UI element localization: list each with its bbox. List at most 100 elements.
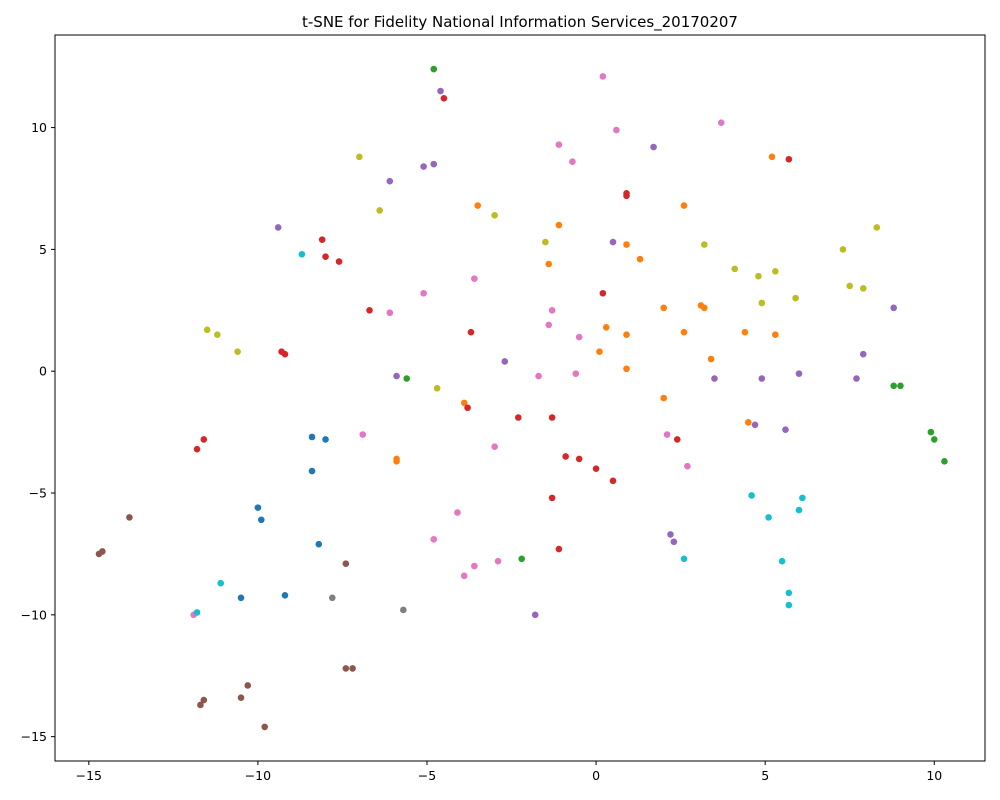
scatter-point xyxy=(772,331,779,338)
plot-area xyxy=(54,34,986,762)
scatter-point xyxy=(545,260,553,268)
scatter-point xyxy=(673,436,681,443)
scatter-point xyxy=(592,465,600,472)
scatter-point xyxy=(609,238,617,246)
scatter-point xyxy=(853,375,860,382)
scatter-point xyxy=(200,436,208,443)
scatter-point xyxy=(772,268,779,275)
scatter-point xyxy=(237,594,245,602)
scatter-point xyxy=(897,382,904,390)
x-tick-label: −10 xyxy=(245,768,271,783)
scatter-point xyxy=(318,236,326,243)
y-tick-label: 10 xyxy=(31,120,47,135)
scatter-point xyxy=(839,246,847,253)
scatter-point xyxy=(680,555,688,563)
scatter-point xyxy=(366,306,373,314)
scatter-point xyxy=(234,348,241,356)
scatter-point xyxy=(650,143,657,151)
scatter-point xyxy=(322,436,329,443)
scatter-point xyxy=(701,304,708,312)
scatter-point xyxy=(555,141,563,148)
scatter-point xyxy=(274,224,282,231)
scatter-point xyxy=(596,348,603,356)
scatter-point xyxy=(941,458,948,465)
scatter-point xyxy=(193,445,201,453)
scatter-point xyxy=(308,467,316,475)
scatter-point xyxy=(359,431,367,438)
y-tick-label: −5 xyxy=(29,486,47,501)
scatter-point xyxy=(667,531,674,538)
scatter-point xyxy=(464,404,471,412)
plot-frame xyxy=(54,34,986,762)
scatter-point xyxy=(474,202,482,209)
scatter-point xyxy=(785,589,793,597)
scatter-point xyxy=(890,304,897,312)
scatter-point xyxy=(501,358,509,365)
scatter-point xyxy=(467,328,475,336)
scatter-point xyxy=(535,372,542,380)
points-layer xyxy=(95,65,948,731)
scatter-point xyxy=(623,365,630,373)
scatter-point xyxy=(602,324,610,331)
scatter-point xyxy=(329,594,336,602)
scatter-point xyxy=(623,331,630,338)
scatter-point xyxy=(599,73,607,80)
scatter-point xyxy=(575,455,583,463)
scatter-point xyxy=(758,299,766,307)
scatter-point xyxy=(494,557,502,565)
scatter-point xyxy=(440,95,448,102)
scatter-point xyxy=(670,538,678,546)
scatter-point xyxy=(454,509,461,516)
scatter-point xyxy=(237,694,245,701)
scatter-point xyxy=(636,255,644,263)
scatter-point xyxy=(460,572,468,580)
scatter-point xyxy=(322,253,329,260)
scatter-point xyxy=(244,682,252,689)
scatter-point xyxy=(890,382,897,390)
scatter-point xyxy=(545,321,553,329)
scatter-point xyxy=(548,306,556,314)
scatter-point xyxy=(281,350,289,358)
scatter-point xyxy=(342,560,350,567)
scatter-point xyxy=(562,453,569,460)
scatter-point xyxy=(261,723,268,731)
scatter-point xyxy=(758,375,766,382)
y-tick-label: 5 xyxy=(39,242,47,257)
scatter-point xyxy=(846,282,854,290)
scatter-point xyxy=(393,458,400,465)
scatter-point xyxy=(386,177,394,185)
scatter-point xyxy=(356,153,363,161)
scatter-point xyxy=(765,514,772,521)
scatter-point xyxy=(518,555,525,563)
scatter-point xyxy=(254,504,262,511)
scatter-point xyxy=(927,428,935,436)
scatter-point xyxy=(257,516,265,524)
x-tick-label: 10 xyxy=(926,768,942,783)
scatter-point xyxy=(859,285,867,292)
scatter-point xyxy=(203,326,211,334)
x-tick-label: 0 xyxy=(592,768,600,783)
scatter-point xyxy=(548,414,556,421)
scatter-point xyxy=(515,414,522,421)
scatter-point xyxy=(599,289,607,297)
scatter-point xyxy=(660,304,668,312)
scatter-point xyxy=(403,375,411,382)
scatter-point xyxy=(281,592,289,599)
scatter-point xyxy=(663,431,671,438)
scatter-point xyxy=(744,419,752,426)
scatter-point xyxy=(792,294,799,302)
scatter-point xyxy=(873,224,881,231)
x-tick-label: −15 xyxy=(76,768,102,783)
scatter-point xyxy=(95,550,103,558)
x-tick-label: 5 xyxy=(761,768,769,783)
scatter-point xyxy=(193,609,201,616)
y-tick-label: −10 xyxy=(21,607,47,622)
scatter-point xyxy=(572,370,580,377)
scatter-point xyxy=(433,384,441,392)
scatter-point xyxy=(799,494,806,502)
scatter-point xyxy=(555,221,563,229)
scatter-point xyxy=(731,265,739,273)
scatter-point xyxy=(751,421,759,429)
scatter-point xyxy=(782,426,789,433)
